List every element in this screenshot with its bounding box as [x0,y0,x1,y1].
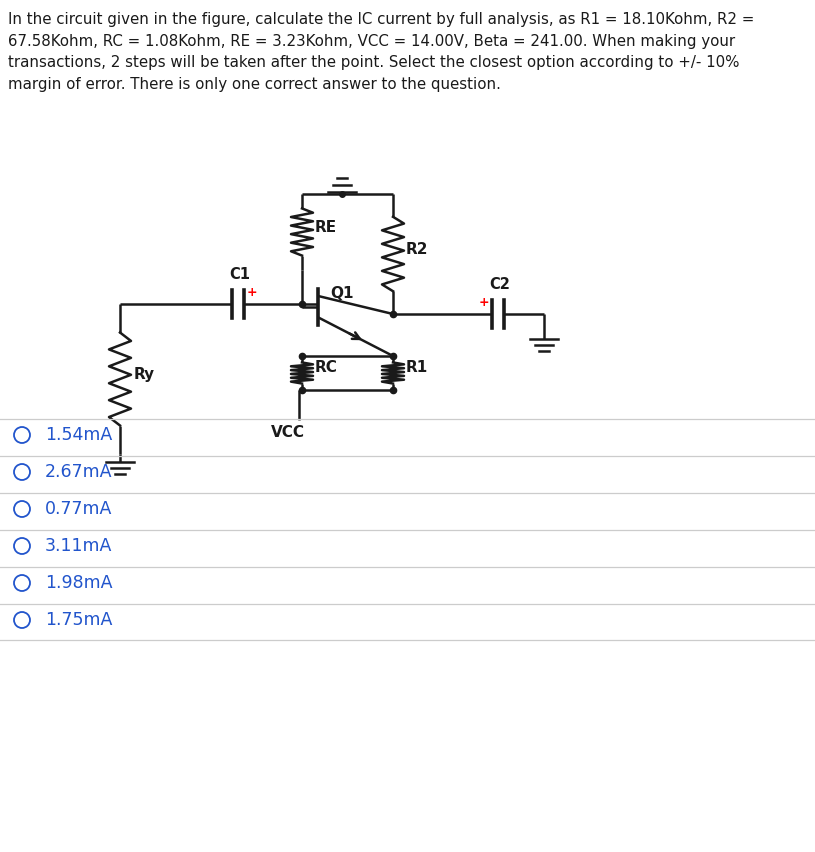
Text: 3.11mA: 3.11mA [45,537,112,555]
Text: 0.77mA: 0.77mA [45,500,112,518]
Text: Ry: Ry [134,366,155,382]
Text: In the circuit given in the figure, calculate the IC current by full analysis, a: In the circuit given in the figure, calc… [8,12,755,92]
Text: 1.75mA: 1.75mA [45,611,112,629]
Text: VCC: VCC [271,425,305,440]
Text: 1.54mA: 1.54mA [45,426,112,444]
Text: R2: R2 [406,241,429,256]
Text: 1.98mA: 1.98mA [45,574,112,592]
Text: C2: C2 [490,277,510,292]
Text: 2.67mA: 2.67mA [45,463,112,481]
Text: Q1: Q1 [330,285,354,301]
Text: R1: R1 [406,360,428,376]
Text: +: + [478,296,489,308]
Text: +: + [247,285,258,298]
Text: RC: RC [315,360,338,376]
Text: C1: C1 [230,267,250,282]
Text: RE: RE [315,220,337,234]
